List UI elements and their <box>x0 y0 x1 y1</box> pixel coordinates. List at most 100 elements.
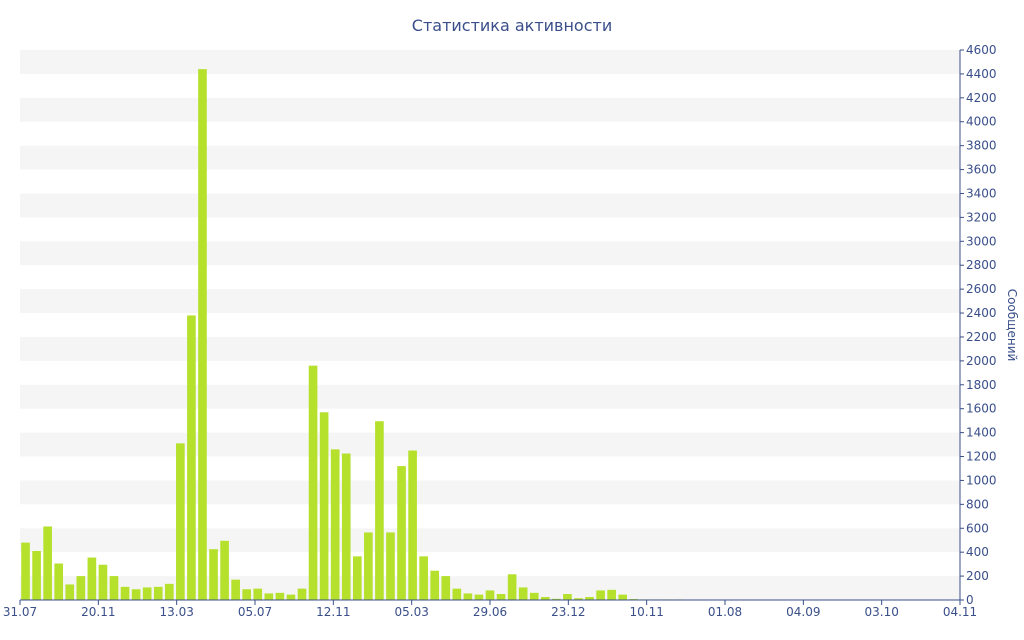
grid-band <box>20 193 960 218</box>
grid-band <box>20 432 960 457</box>
bar <box>563 594 572 600</box>
y-tick-label: 800 <box>966 497 989 511</box>
bar <box>76 576 86 600</box>
bar <box>109 576 119 600</box>
y-tick-label: 3800 <box>966 139 997 153</box>
bar <box>198 69 207 600</box>
x-tick-label: 10.11 <box>629 605 663 619</box>
bar <box>319 412 329 600</box>
grid-band <box>20 336 960 361</box>
bar <box>54 563 64 600</box>
y-tick-label: 2800 <box>966 258 997 272</box>
bar <box>187 315 196 600</box>
bar <box>142 587 152 600</box>
bar <box>408 450 417 600</box>
bar <box>131 589 141 600</box>
bar <box>574 598 583 600</box>
bar <box>430 570 440 600</box>
bar <box>474 594 484 600</box>
y-tick-label: 1600 <box>966 402 997 416</box>
bar <box>585 597 594 600</box>
y-axis-label: Сообщений <box>1005 289 1019 362</box>
bar <box>596 590 605 600</box>
bar <box>618 594 628 600</box>
bar <box>32 550 41 600</box>
bar <box>176 443 185 600</box>
bar <box>507 574 517 600</box>
grid-band <box>20 384 960 409</box>
bar <box>275 592 285 600</box>
bar <box>452 588 462 600</box>
x-axis-ticks: 31.07 20.11 13.03 05.07 12.11 05.03 29.06 23.12… <box>3 600 977 619</box>
grid-bands <box>20 50 960 600</box>
y-tick-label: 400 <box>966 545 989 559</box>
bar <box>419 556 428 600</box>
x-tick-label: 13.03 <box>159 605 193 619</box>
x-tick-label: 23.12 <box>551 605 585 619</box>
grid-band <box>20 528 960 553</box>
bar <box>87 557 97 600</box>
y-tick-label: 200 <box>966 569 989 583</box>
x-tick-label: 31.07 <box>3 605 37 619</box>
x-tick-label: 20.11 <box>81 605 115 619</box>
x-tick-label: 01.08 <box>708 605 742 619</box>
y-tick-label: 4600 <box>966 43 997 57</box>
bar <box>485 590 495 600</box>
grid-band <box>20 50 960 74</box>
y-tick-label: 2600 <box>966 282 997 296</box>
grid-band <box>20 145 960 170</box>
bar <box>65 584 75 600</box>
x-tick-label: 29.06 <box>473 605 507 619</box>
y-tick-label: 2000 <box>966 354 997 368</box>
bar <box>286 594 296 600</box>
bar <box>397 466 406 600</box>
bar <box>529 592 539 600</box>
grid-band <box>20 289 960 314</box>
y-axis-ticks: 0 200 400 600 800 1000 1200 1400 1600 1800 2000 220… <box>960 43 997 607</box>
bar <box>441 576 451 600</box>
x-tick-label: 03.10 <box>864 605 898 619</box>
bar <box>330 449 340 600</box>
bar <box>164 583 174 600</box>
y-tick-label: 3000 <box>966 234 997 248</box>
bar <box>242 589 252 600</box>
y-tick-label: 3200 <box>966 210 997 224</box>
y-tick-label: 4000 <box>966 115 997 129</box>
bar <box>253 588 263 600</box>
bar <box>540 597 550 600</box>
y-tick-label: 1400 <box>966 426 997 440</box>
y-tick-label: 1000 <box>966 473 997 487</box>
bar <box>352 556 362 600</box>
grid-band <box>20 97 960 122</box>
bar <box>308 365 318 600</box>
y-tick-label: 2400 <box>966 306 997 320</box>
bar <box>43 526 52 600</box>
bar <box>209 549 218 600</box>
y-tick-label: 4200 <box>966 91 997 105</box>
y-tick-label: 0 <box>966 593 974 607</box>
bar <box>297 588 307 600</box>
x-tick-label: 05.07 <box>238 605 272 619</box>
bar <box>496 594 506 600</box>
bar <box>518 587 528 600</box>
bar <box>341 453 351 600</box>
grid-band <box>20 241 960 266</box>
bar <box>607 589 616 600</box>
bar <box>364 532 373 600</box>
bar <box>552 598 561 600</box>
bar <box>386 532 395 600</box>
y-tick-label: 600 <box>966 521 989 535</box>
bar <box>231 579 240 600</box>
bar <box>153 586 163 600</box>
bar <box>264 593 274 600</box>
x-tick-label: 04.09 <box>786 605 820 619</box>
y-tick-label: 3400 <box>966 186 997 200</box>
bar <box>21 542 30 600</box>
bar <box>98 564 108 600</box>
bar <box>220 540 229 600</box>
x-tick-label: 04.11 <box>943 605 977 619</box>
y-tick-label: 2200 <box>966 330 997 344</box>
bar <box>120 586 130 600</box>
y-tick-label: 1200 <box>966 450 997 464</box>
